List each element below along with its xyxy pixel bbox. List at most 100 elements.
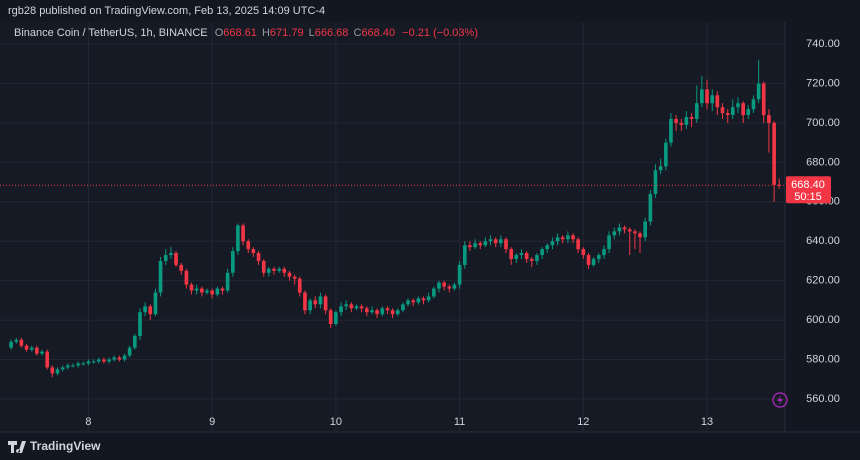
candle: [318, 292, 323, 309]
candle: [96, 357, 101, 364]
candle-body: [272, 268, 276, 271]
candle-body: [50, 367, 55, 374]
candle-body: [509, 249, 514, 259]
candle-body: [81, 363, 86, 365]
candle-body: [112, 357, 116, 360]
candle-body: [426, 296, 431, 301]
candle: [426, 292, 431, 303]
candle-body: [148, 306, 153, 315]
ohlc-key: L: [309, 27, 315, 39]
brand-logo[interactable]: TradingView: [8, 439, 101, 453]
candle-body: [334, 312, 338, 325]
candle: [35, 345, 39, 356]
candle: [725, 109, 730, 123]
candle: [581, 247, 586, 259]
candle: [462, 241, 467, 269]
candle-body: [138, 312, 142, 336]
candle: [215, 286, 220, 297]
candle-body: [669, 119, 673, 143]
candle-body: [380, 308, 385, 315]
candle: [689, 113, 694, 127]
candle-body: [694, 103, 699, 119]
candle: [452, 282, 457, 291]
replay-icon[interactable]: [772, 392, 788, 408]
candle: [684, 111, 689, 129]
candle: [519, 249, 524, 259]
candle: [55, 367, 60, 376]
candle-body: [277, 268, 282, 271]
candle-body: [189, 284, 194, 291]
candle: [447, 284, 452, 293]
candle: [117, 355, 122, 362]
candle: [437, 280, 441, 293]
candle: [617, 223, 622, 236]
candle-body: [200, 288, 204, 293]
candle: [40, 349, 44, 356]
candle-body: [529, 258, 534, 261]
candle-body: [401, 304, 405, 311]
candle-body: [457, 264, 462, 285]
candle: [169, 247, 173, 259]
candle-body: [14, 339, 19, 342]
candle: [308, 298, 312, 315]
x-tick-label: 9: [209, 416, 215, 428]
candle: [756, 59, 761, 104]
candle-body: [741, 103, 745, 116]
candle: [746, 105, 751, 119]
candle-body: [308, 300, 312, 311]
candle-body: [179, 264, 184, 271]
candle: [174, 251, 178, 267]
candle-body: [700, 89, 704, 104]
candle: [65, 363, 70, 370]
candle: [297, 276, 302, 297]
published-note: rgb28 published on TradingView.com, Feb …: [8, 5, 325, 17]
candle: [761, 81, 766, 123]
candle: [669, 113, 673, 147]
candle: [473, 239, 477, 250]
candle: [596, 253, 601, 263]
candle-body: [447, 286, 452, 289]
candle: [560, 235, 565, 244]
candle-body: [715, 95, 720, 108]
candle: [468, 241, 472, 252]
candle: [256, 251, 261, 265]
candle: [406, 298, 410, 307]
candles: [9, 59, 782, 378]
candle-body: [452, 284, 457, 289]
candle-body: [354, 306, 359, 309]
candle: [148, 304, 153, 321]
candle-body: [71, 365, 75, 367]
axes: 560.00580.00600.00620.00640.00660.00680.…: [0, 38, 840, 428]
candle-body: [102, 359, 106, 362]
candle: [720, 103, 725, 119]
candle-body: [328, 310, 333, 325]
candle-body: [174, 253, 178, 265]
ohlc-key: H: [262, 27, 270, 39]
candle: [71, 363, 75, 368]
candle: [658, 158, 663, 175]
candle: [354, 304, 359, 311]
candle: [509, 247, 514, 265]
candle-body: [86, 361, 91, 364]
candle: [555, 233, 560, 246]
candle-body: [586, 255, 591, 265]
candle-body: [406, 300, 410, 305]
candle-body: [612, 231, 617, 236]
candle-body: [230, 251, 235, 273]
candle: [266, 266, 271, 277]
candle-body: [761, 83, 766, 116]
candle-body: [127, 347, 132, 356]
candle: [370, 306, 374, 315]
candle-body: [261, 260, 266, 273]
candle: [591, 257, 596, 267]
candle-body: [736, 103, 740, 108]
candle-body: [705, 89, 709, 104]
candle: [741, 101, 745, 123]
candle: [767, 109, 771, 153]
candle-body: [91, 361, 96, 363]
candle: [700, 75, 704, 108]
candle-body: [318, 296, 323, 305]
candle: [91, 359, 96, 364]
candle: [674, 115, 678, 131]
candle-body: [29, 347, 34, 350]
